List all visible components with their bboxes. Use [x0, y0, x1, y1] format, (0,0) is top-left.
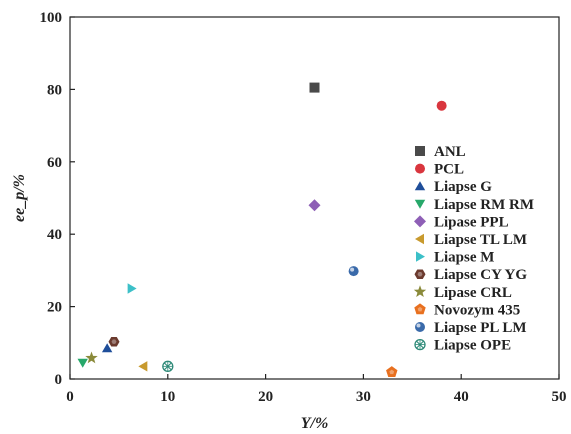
data-point: [162, 360, 174, 372]
y-tick-label: 100: [40, 10, 63, 26]
legend-label: Lipase CRL: [434, 285, 512, 301]
legend-marker: [413, 285, 427, 298]
data-point: [308, 199, 321, 212]
x-tick-label: 10: [160, 389, 175, 405]
legend-label: Liapse M: [434, 250, 494, 266]
legend-label: Liapse OPE: [434, 338, 511, 354]
legend-label: Liapse RM RM: [434, 197, 534, 213]
y-tick-label: 60: [47, 155, 62, 171]
legend-marker: [416, 251, 425, 262]
legend-label: PCL: [434, 162, 464, 178]
x-axis-label: Y/%: [301, 415, 329, 432]
data-point: [101, 343, 113, 353]
legend-marker: [415, 146, 425, 156]
y-tick-label: 20: [47, 300, 62, 316]
legend-marker: [415, 233, 424, 245]
data-point: [309, 82, 320, 93]
x-tick-label: 30: [356, 389, 371, 405]
legend-marker: [414, 181, 426, 191]
legend-marker: [414, 303, 426, 315]
y-tick-label: 40: [47, 227, 62, 243]
y-axis-label: ee_p/%: [11, 174, 28, 222]
legend-label: Liapse G: [434, 179, 492, 195]
data-points: [77, 82, 447, 377]
data-point: [348, 266, 359, 277]
data-point: [127, 283, 137, 294]
legend-label: Novozym 435: [434, 302, 520, 318]
data-point: [386, 366, 398, 377]
legend-label: Liapse CY YG: [434, 267, 527, 283]
legend-label: ANL: [434, 144, 466, 160]
data-point: [138, 361, 148, 372]
legend-marker: [414, 269, 426, 279]
y-tick-label: 80: [47, 82, 62, 98]
x-tick-label: 40: [454, 389, 469, 405]
legend-marker: [415, 322, 425, 332]
data-point: [77, 358, 88, 368]
x-tick-label: 0: [66, 389, 74, 405]
legend-label: Lipase PPL: [434, 214, 509, 230]
legend-marker: [415, 163, 425, 174]
x-tick-label: 50: [552, 389, 567, 405]
legend-label: Liapse TL LM: [434, 232, 527, 248]
data-point: [436, 100, 447, 111]
plot-frame: [69, 16, 560, 380]
y-tick-label: 0: [55, 372, 63, 388]
x-tick-label: 20: [258, 389, 273, 405]
legend-marker: [414, 199, 426, 209]
legend-label: Liapse PL LM: [434, 320, 527, 336]
data-point: [108, 336, 120, 347]
legend-marker: [414, 215, 426, 228]
axes: 0 10 20 30 40 50 0 20 40 60 80 100 Y/% ee_p/%: [11, 10, 567, 432]
legend-marker: [414, 338, 426, 351]
data-point: [85, 351, 98, 364]
